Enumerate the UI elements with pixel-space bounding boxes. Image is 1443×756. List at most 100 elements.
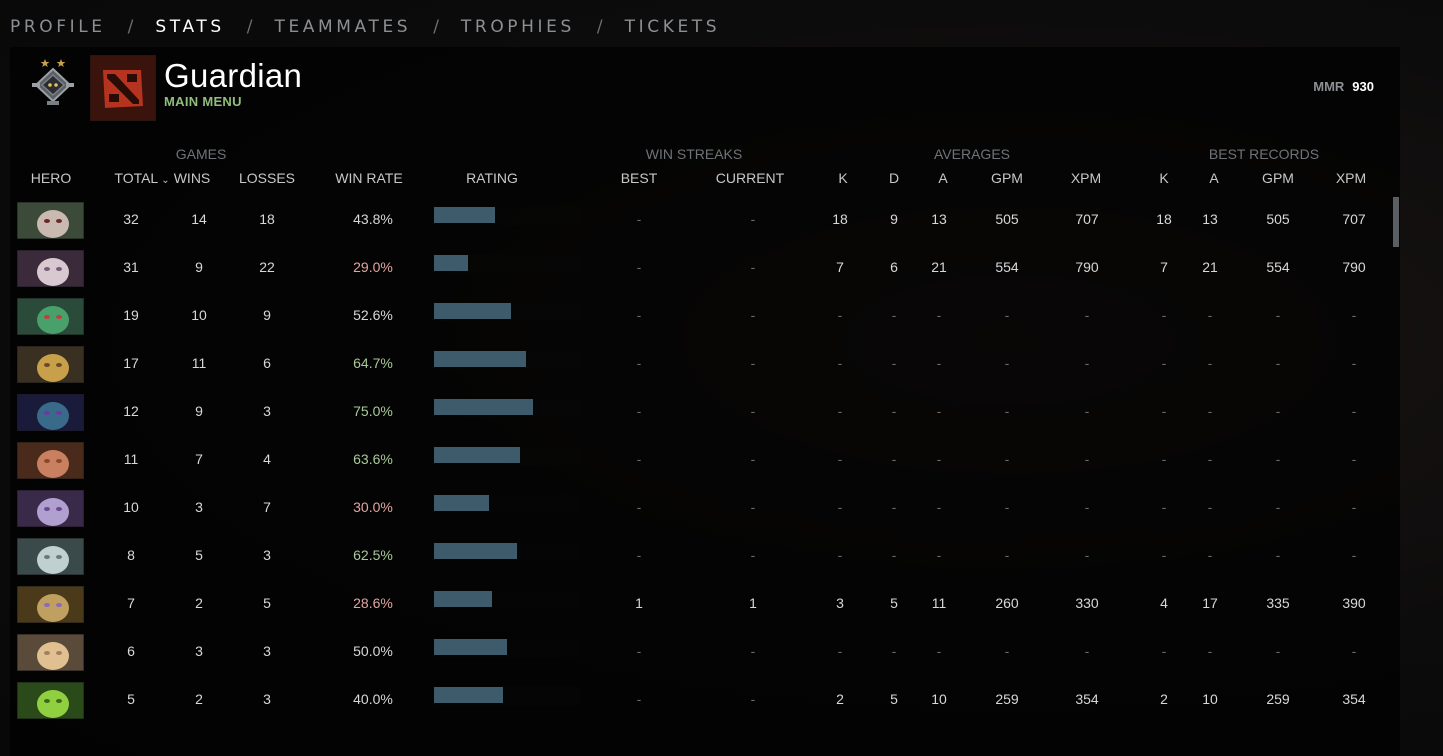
hero-icon[interactable]: [17, 250, 84, 287]
nav-tab-stats[interactable]: STATS: [155, 17, 225, 37]
cell-k: -: [837, 547, 843, 563]
rating-bar: [434, 495, 489, 511]
cell-ra: -: [1207, 499, 1213, 515]
rating-bar: [434, 447, 520, 463]
cell-gpm: -: [1004, 547, 1010, 563]
hero-icon[interactable]: [17, 202, 84, 239]
hero-icon[interactable]: [17, 490, 84, 527]
cell-current: 1: [749, 595, 757, 611]
cell-best: -: [636, 643, 642, 659]
hero-icon[interactable]: [17, 298, 84, 335]
cell-losses: 6: [263, 355, 271, 371]
cell-ra: -: [1207, 547, 1213, 563]
cell-k: 2: [836, 691, 844, 707]
table-row[interactable]: 7 2 5 28.6% 1 1 3 5 11 260 330 4 17 335 390: [10, 581, 1390, 623]
cell-rgpm: -: [1275, 451, 1281, 467]
cell-total: 11: [123, 451, 139, 467]
hero-icon[interactable]: [17, 634, 84, 671]
col-header-current[interactable]: CURRENT: [715, 170, 785, 186]
cell-current: -: [750, 211, 756, 227]
cell-rk: -: [1161, 643, 1167, 659]
col-header-best-xpm[interactable]: XPM: [1335, 170, 1367, 186]
hero-icon[interactable]: [17, 394, 84, 431]
col-header-hero[interactable]: HERO: [30, 170, 72, 186]
cell-best: -: [636, 499, 642, 515]
table-row[interactable]: 19 10 9 52.6% - - - - - - - - - - -: [10, 293, 1390, 335]
cell-rgpm: 259: [1266, 691, 1290, 707]
cell-xpm: -: [1084, 643, 1090, 659]
cell-xpm: 330: [1075, 595, 1099, 611]
hero-icon[interactable]: [17, 442, 84, 479]
scrollbar-track[interactable]: [1393, 197, 1399, 756]
col-header-win-rate[interactable]: WIN RATE: [335, 170, 403, 186]
col-header-xpm[interactable]: XPM: [1070, 170, 1102, 186]
table-row[interactable]: 31 9 22 29.0% - - 7 6 21 554 790 7 21 554 790: [10, 245, 1390, 287]
cell-a: 13: [931, 211, 947, 227]
cell-d: -: [891, 355, 897, 371]
cell-d: -: [891, 499, 897, 515]
hero-icon[interactable]: [17, 586, 84, 623]
nav-tab-trophies[interactable]: TROPHIES: [460, 17, 575, 37]
nav-tab-teammates[interactable]: TEAMMATES: [274, 17, 412, 37]
col-header-wins[interactable]: WINS: [173, 170, 211, 186]
hero-icon[interactable]: [17, 346, 84, 383]
table-row[interactable]: 12 9 3 75.0% - - - - - - - - - - -: [10, 389, 1390, 431]
cell-win-rate: 28.6%: [353, 595, 393, 611]
cell-current: -: [750, 499, 756, 515]
col-header-losses[interactable]: LOSSES: [238, 170, 296, 186]
cell-losses: 7: [263, 499, 271, 515]
col-header-best[interactable]: BEST: [620, 170, 658, 186]
cell-rk: 18: [1156, 211, 1172, 227]
cell-k: -: [837, 643, 843, 659]
cell-a: 11: [931, 595, 947, 611]
cell-a: -: [936, 451, 942, 467]
cell-total: 31: [123, 259, 139, 275]
table-row[interactable]: 8 5 3 62.5% - - - - - - - - - - -: [10, 533, 1390, 575]
rating-bar: [434, 351, 526, 367]
cell-gpm: -: [1004, 499, 1010, 515]
table-row[interactable]: 32 14 18 43.8% - - 18 9 13 505 707 18 13 505 707: [10, 197, 1390, 239]
cell-xpm: -: [1084, 403, 1090, 419]
col-header-best-a[interactable]: A: [1209, 170, 1219, 186]
cell-rxpm: -: [1351, 547, 1357, 563]
col-header-k[interactable]: K: [838, 170, 848, 186]
nav-separator: /: [246, 17, 253, 37]
cell-k: 7: [836, 259, 844, 275]
cell-k: -: [837, 499, 843, 515]
col-header-d[interactable]: D: [888, 170, 900, 186]
scrollbar-thumb[interactable]: [1393, 197, 1399, 247]
cell-win-rate: 63.6%: [353, 451, 393, 467]
cell-k: 18: [832, 211, 848, 227]
col-header-rating[interactable]: RATING: [466, 170, 518, 186]
cell-d: -: [891, 643, 897, 659]
col-header-best-k[interactable]: K: [1159, 170, 1169, 186]
group-header-win-streaks: WIN STREAKS: [645, 146, 743, 162]
nav-tab-profile[interactable]: PROFILE: [10, 17, 106, 37]
table-row[interactable]: 11 7 4 63.6% - - - - - - - - - - -: [10, 437, 1390, 479]
hero-icon[interactable]: [17, 682, 84, 719]
col-header-a[interactable]: A: [938, 170, 948, 186]
hero-icon[interactable]: [17, 538, 84, 575]
table-row[interactable]: 6 3 3 50.0% - - - - - - - - - - -: [10, 629, 1390, 671]
cell-total: 10: [123, 499, 139, 515]
nav-tab-tickets[interactable]: TICKETS: [624, 17, 721, 37]
rank-medal-icon: [32, 59, 74, 105]
mmr-display: MMR 930: [1313, 79, 1374, 94]
rating-bar: [434, 207, 495, 223]
table-row[interactable]: 10 3 7 30.0% - - - - - - - - - - -: [10, 485, 1390, 527]
cell-rxpm: 790: [1342, 259, 1366, 275]
cell-d: -: [891, 403, 897, 419]
table-row[interactable]: 5 2 3 40.0% - - 2 5 10 259 354 2 10 259 354: [10, 677, 1390, 719]
col-header-gpm[interactable]: GPM: [991, 170, 1023, 186]
col-header-best-gpm[interactable]: GPM: [1262, 170, 1294, 186]
cell-gpm: -: [1004, 355, 1010, 371]
cell-wins: 7: [195, 451, 203, 467]
cell-best: -: [636, 307, 642, 323]
rating-bar: [434, 591, 492, 607]
col-header-total[interactable]: TOTAL ⌄: [114, 170, 169, 186]
rating-bar: [434, 639, 507, 655]
cell-rk: 2: [1160, 691, 1168, 707]
cell-xpm: 707: [1075, 211, 1099, 227]
rating-bar-track: [434, 255, 580, 273]
table-row[interactable]: 17 11 6 64.7% - - - - - - - - - - -: [10, 341, 1390, 383]
